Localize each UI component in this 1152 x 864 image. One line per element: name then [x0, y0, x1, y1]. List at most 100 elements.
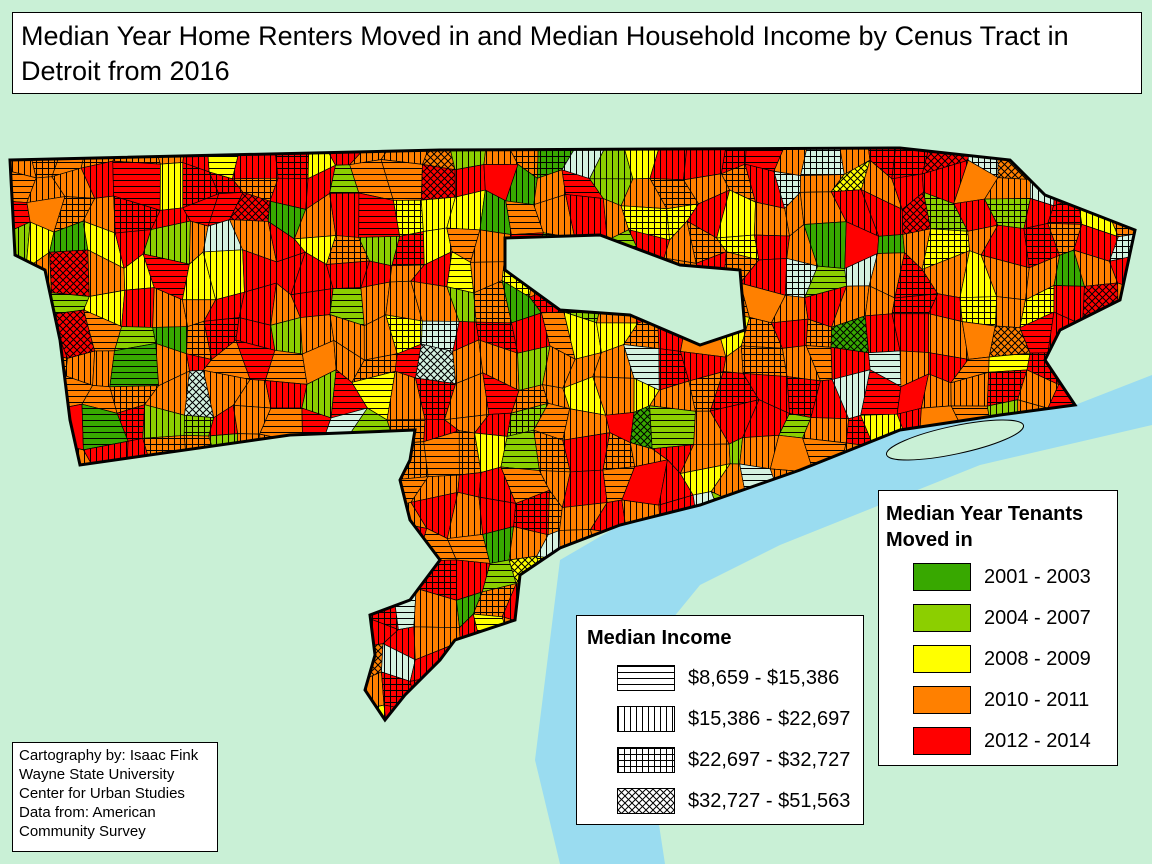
tract	[10, 280, 37, 328]
tract-hatch	[98, 583, 127, 627]
tract-hatch	[152, 326, 188, 354]
tract-hatch	[329, 287, 365, 326]
legend-item: $15,386 - $22,697	[617, 706, 850, 732]
tract-hatch	[782, 345, 821, 381]
tract-hatch	[272, 493, 310, 526]
tract-hatch	[891, 148, 933, 179]
tract-hatch	[145, 467, 188, 501]
tract-hatch	[413, 588, 460, 628]
tract-hatch	[383, 626, 416, 660]
tract-hatch	[709, 582, 755, 619]
tract-hatch	[23, 459, 59, 510]
legend-label: 2012 - 2014	[984, 729, 1091, 752]
tract-hatch	[482, 559, 517, 592]
tract-hatch	[745, 148, 784, 172]
tract-hatch	[19, 523, 58, 558]
tract-hatch	[79, 490, 128, 541]
tract	[324, 490, 370, 541]
tract	[202, 656, 235, 676]
legend-title: Median Year Tenants Moved in	[886, 503, 1084, 551]
tract	[482, 650, 514, 679]
tract-hatch	[261, 461, 292, 497]
tract-hatch	[203, 292, 245, 322]
tract-hatch	[839, 534, 876, 567]
tract-hatch	[562, 376, 606, 416]
tract-hatch	[482, 372, 520, 415]
swatch	[617, 706, 675, 732]
credit-line: Community Survey	[19, 823, 146, 840]
tract-hatch	[186, 353, 212, 372]
swatch	[913, 604, 971, 632]
tract-hatch	[209, 171, 244, 194]
tract-hatch	[233, 379, 271, 408]
tract-hatch	[305, 165, 336, 210]
tract-hatch	[446, 286, 477, 323]
tract-hatch	[275, 552, 310, 597]
tract	[50, 403, 84, 451]
tract	[20, 638, 66, 679]
tract-hatch	[231, 615, 270, 659]
tract-hatch	[421, 321, 460, 352]
tract-hatch	[20, 676, 65, 711]
tract-hatch	[19, 500, 59, 535]
tract-hatch	[470, 229, 512, 263]
tract-hatch	[117, 404, 145, 442]
tract-hatch	[649, 148, 689, 180]
tract-hatch	[208, 433, 238, 468]
tract-hatch	[959, 296, 997, 326]
tract	[186, 584, 211, 629]
tract	[271, 706, 296, 720]
tract-hatch	[649, 405, 696, 449]
tract-hatch	[664, 221, 697, 264]
tract	[10, 399, 29, 433]
tract-hatch	[831, 347, 871, 380]
tract-hatch	[987, 369, 1027, 407]
tract-hatch	[1054, 250, 1085, 287]
tract	[86, 617, 127, 660]
tract	[151, 527, 188, 571]
tract-hatch	[145, 492, 181, 533]
tract-hatch	[203, 494, 238, 540]
tract-hatch	[56, 676, 95, 711]
tract-hatch	[290, 443, 334, 472]
tract-hatch	[10, 399, 28, 432]
tract	[86, 654, 121, 687]
legend-label: 2004 - 2007	[984, 606, 1091, 629]
tract	[79, 523, 128, 569]
tract	[231, 496, 278, 526]
tract	[10, 372, 26, 402]
credit-line: Data from: American	[19, 804, 156, 821]
tract-hatch	[387, 371, 426, 420]
tract	[141, 643, 188, 680]
tract-hatch	[169, 612, 213, 657]
tract-hatch	[49, 221, 88, 253]
tract-hatch	[269, 178, 309, 210]
tract-hatch	[457, 472, 482, 498]
credit-line: Center for Urban Studies	[19, 785, 185, 802]
tract	[209, 614, 245, 659]
tract-hatch	[415, 378, 456, 420]
tract-hatch	[333, 340, 365, 383]
tract-hatch	[592, 376, 635, 416]
tract-hatch	[831, 160, 870, 192]
tract-hatch	[299, 615, 337, 646]
tract-hatch	[710, 371, 759, 412]
tract-hatch	[687, 221, 727, 264]
tract-hatch	[1050, 148, 1090, 175]
tract-hatch	[784, 192, 804, 237]
tract-hatch	[154, 702, 180, 720]
tract-hatch	[503, 652, 533, 686]
tract-hatch	[83, 290, 125, 327]
tract	[10, 702, 27, 720]
tract-hatch	[1017, 369, 1059, 409]
tract-hatch	[329, 164, 359, 194]
tract-hatch	[324, 460, 369, 505]
tract-hatch	[511, 312, 551, 354]
tract-hatch	[110, 673, 155, 704]
tract-hatch	[482, 651, 513, 679]
tract-hatch	[451, 673, 483, 716]
tract-hatch	[208, 192, 244, 227]
tract-hatch	[86, 655, 120, 686]
tract	[289, 463, 335, 494]
swatch	[913, 727, 971, 755]
